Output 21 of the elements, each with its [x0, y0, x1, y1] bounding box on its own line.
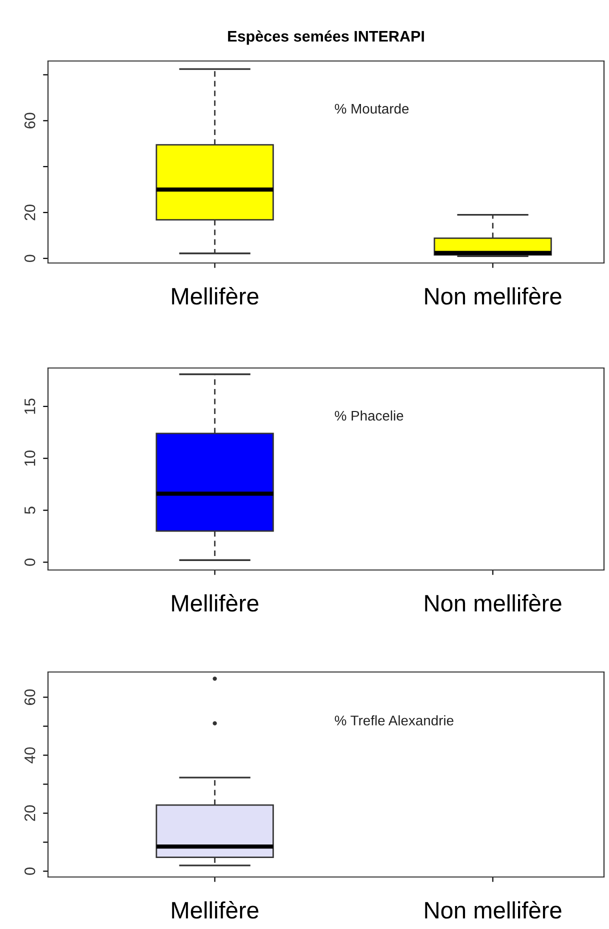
y-tick-label: 60	[24, 112, 36, 128]
annotation: % Phacelie	[334, 410, 404, 421]
x-tick-label: Non mellifère	[425, 287, 562, 305]
y-tick-label: 0	[24, 868, 36, 875]
y-tick-label: 5	[24, 506, 36, 514]
y-tick-label: 10	[24, 450, 36, 466]
y-tick-label: 60	[24, 689, 36, 705]
y-tick-label: 15	[24, 398, 36, 414]
x-tick-label: Mellifère	[172, 901, 258, 919]
x-tick-label: Non mellifère	[425, 594, 562, 612]
y-tick-label: 0	[24, 558, 36, 566]
y-tick-label: 20	[24, 805, 36, 821]
x-tick-label: Mellifère	[172, 287, 258, 305]
x-tick-label: Mellifère	[172, 594, 258, 612]
annotation: % Moutarde	[334, 103, 409, 114]
y-tick-label: 40	[24, 747, 36, 764]
y-tick-label: 0	[24, 254, 36, 262]
y-tick-label: 20	[24, 204, 36, 220]
annotation: % Trefle Alexandrie	[334, 715, 454, 726]
chart-title: Espèces semées INTERAPI	[228, 30, 424, 45]
x-tick-label: Non mellifère	[425, 901, 562, 919]
